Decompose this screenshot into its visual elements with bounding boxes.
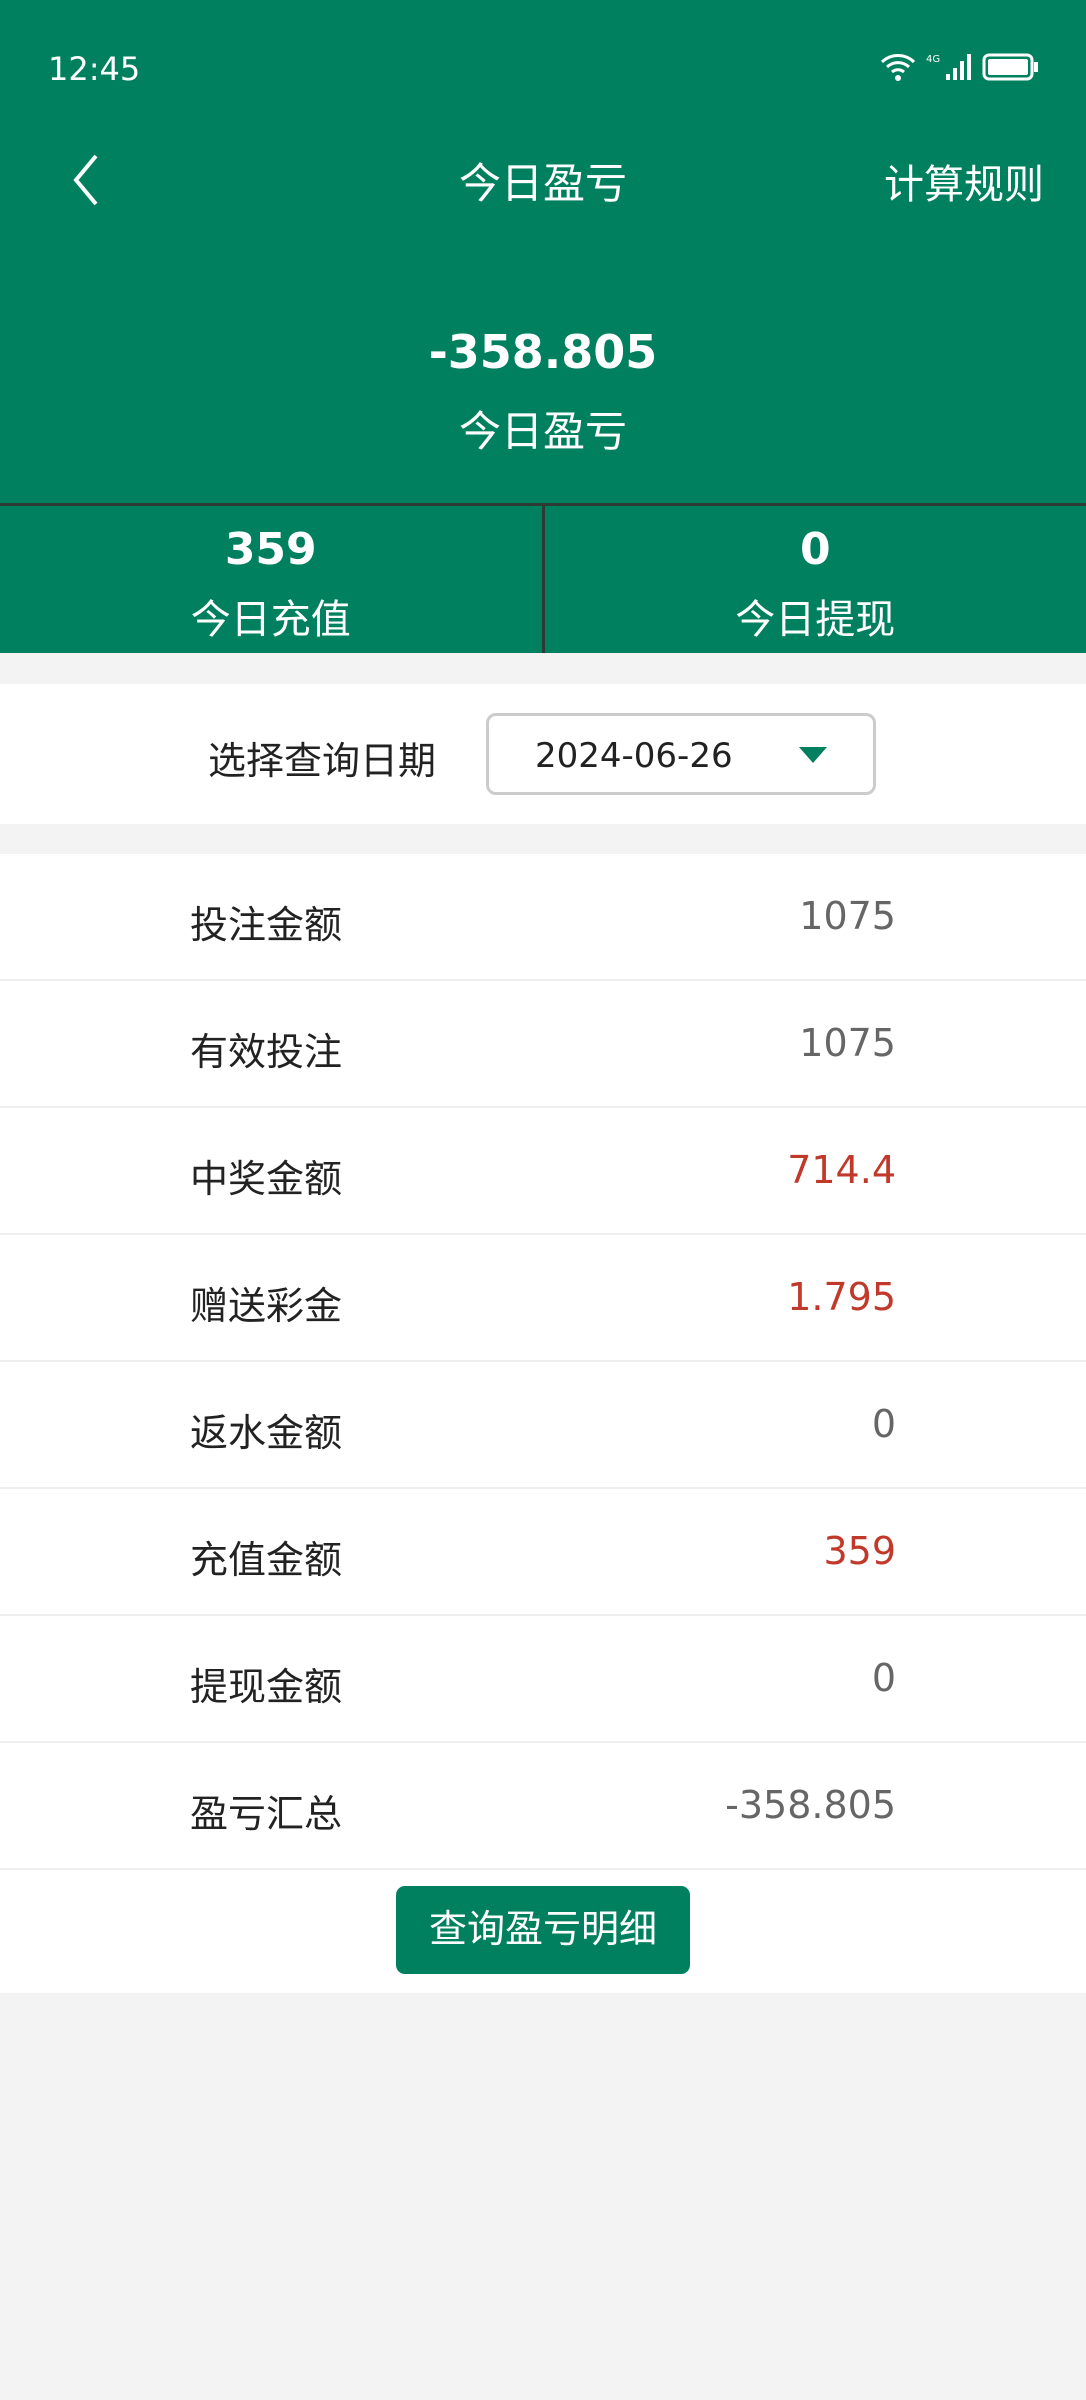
stat-recharge: 359 今日充值 <box>0 506 542 653</box>
item-label: 中奖金额 <box>190 1157 343 1201</box>
chevron-left-icon[interactable] <box>66 150 106 210</box>
stat-value: 359 <box>224 524 317 575</box>
summary-list: 投注金额 1075 有效投注 1075 中奖金额 714.4 赠送彩金 1.795 返水金额 0 充… <box>0 854 1086 1870</box>
item-value: 1075 <box>799 1021 896 1065</box>
list-item: 盈亏汇总 -358.805 <box>0 1743 1086 1870</box>
item-label: 充值金额 <box>190 1538 343 1582</box>
item-label: 投注金额 <box>190 903 343 947</box>
item-value: 0 <box>871 1402 896 1446</box>
date-select[interactable]: 2024-06-26 <box>486 713 876 795</box>
svg-text:4G: 4G <box>926 54 940 65</box>
status-time: 12:45 <box>48 50 141 88</box>
stats-row: 359 今日充值 0 今日提现 <box>0 503 1086 653</box>
battery-icon <box>982 53 1038 81</box>
item-label: 赠送彩金 <box>190 1284 343 1328</box>
query-detail-button[interactable]: 查询盈亏明细 <box>396 1886 690 1974</box>
list-item: 投注金额 1075 <box>0 854 1086 981</box>
page-title: 今日盈亏 <box>458 159 627 208</box>
wifi-icon <box>880 54 916 81</box>
item-value: 0 <box>871 1656 896 1700</box>
caret-down-icon <box>799 747 827 763</box>
item-value: 359 <box>823 1529 896 1573</box>
item-value: 714.4 <box>787 1148 896 1192</box>
list-item: 有效投注 1075 <box>0 981 1086 1108</box>
stat-value: 0 <box>799 524 831 575</box>
list-item: 返水金额 0 <box>0 1362 1086 1489</box>
date-filter-label: 选择查询日期 <box>208 739 437 783</box>
item-value: 1.795 <box>787 1275 896 1319</box>
item-label: 返水金额 <box>190 1411 343 1455</box>
list-item: 充值金额 359 <box>0 1489 1086 1616</box>
4g-signal-icon: 4G <box>926 54 971 80</box>
item-label: 有效投注 <box>190 1030 343 1074</box>
today-profit-label: 今日盈亏 <box>458 407 627 456</box>
item-label: 盈亏汇总 <box>190 1792 343 1836</box>
item-label: 提现金额 <box>190 1665 343 1709</box>
stat-label: 今日提现 <box>735 597 896 643</box>
rules-link[interactable]: 计算规则 <box>884 162 1044 208</box>
stat-label: 今日充值 <box>190 597 351 643</box>
list-item: 赠送彩金 1.795 <box>0 1235 1086 1362</box>
header-panel: 12:45 4G 今日盈亏 计算规则 -358.805 今日盈亏 359 今日充… <box>0 0 1086 653</box>
item-value: -358.805 <box>725 1783 896 1827</box>
status-icons: 4G <box>880 52 1040 82</box>
date-value: 2024-06-26 <box>535 736 733 776</box>
list-item: 提现金额 0 <box>0 1616 1086 1743</box>
list-item: 中奖金额 714.4 <box>0 1108 1086 1235</box>
button-row: 查询盈亏明细 <box>0 1870 1086 1993</box>
item-value: 1075 <box>799 894 896 938</box>
date-filter-row: 选择查询日期 2024-06-26 <box>0 684 1086 824</box>
stat-withdraw: 0 今日提现 <box>541 506 1086 653</box>
today-profit-value: -358.805 <box>428 325 658 379</box>
